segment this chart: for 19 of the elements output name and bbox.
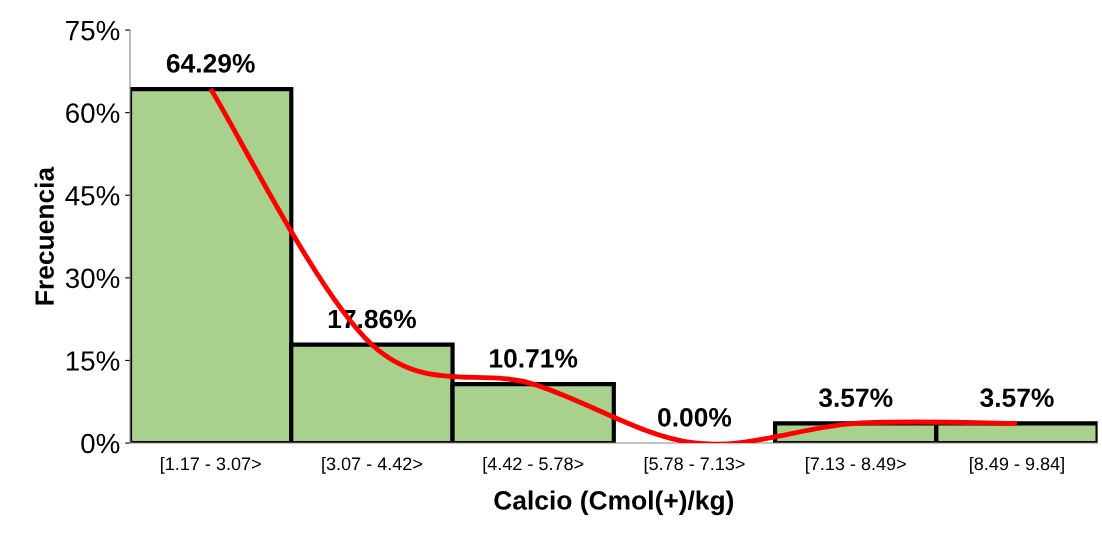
x-axis-title: Calcio (Cmol(+)/kg): [494, 490, 734, 516]
x-tick-label: [3.07 - 4.42>: [322, 456, 422, 474]
x-tick-label: [7.13 - 8.49>: [806, 456, 906, 474]
y-axis-title: Frecuencia: [34, 166, 54, 305]
y-tick-label: 75%: [66, 20, 120, 41]
y-tick-label: 0%: [81, 433, 120, 454]
data-label: 3.57%: [818, 388, 893, 408]
data-label: 3.57%: [980, 388, 1054, 408]
y-tick-label: 45%: [65, 186, 120, 206]
data-label: 64.29%: [166, 54, 255, 73]
y-tick-label: 15%: [66, 351, 120, 371]
y-tick-label: 60%: [66, 103, 120, 123]
y-tick-label: 30%: [65, 268, 120, 289]
data-label: 0.00%: [658, 408, 732, 427]
x-tick-label: [1.17 - 3.07>: [161, 456, 261, 474]
data-label: 10.71%: [490, 349, 578, 368]
x-tick-label: [5.78 - 7.13>: [644, 456, 745, 474]
x-tick-label: [8.49 - 9.84]: [970, 456, 1064, 474]
x-tick-label: [4.42 - 5.78>: [483, 456, 584, 474]
